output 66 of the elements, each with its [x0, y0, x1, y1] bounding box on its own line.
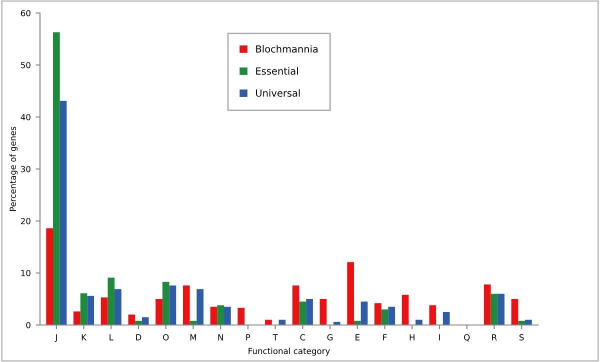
y-tick-label: 60 [20, 10, 30, 16]
bar [80, 293, 88, 325]
y-tick-label: 30 [21, 166, 30, 172]
x-tick-label: M [190, 334, 196, 340]
bar [374, 303, 382, 325]
bar [292, 285, 300, 325]
x-tick-label: F [383, 334, 387, 340]
legend-label: Blochmannia [256, 45, 318, 53]
bar [182, 285, 190, 325]
bar [217, 305, 224, 325]
x-tick-label: J [54, 334, 57, 342]
x-tick-label: S [519, 334, 524, 340]
bar [490, 294, 498, 325]
x-tick-label: R [492, 334, 497, 340]
bar [238, 308, 245, 325]
bar [87, 296, 94, 325]
bar [128, 314, 136, 325]
bar [511, 299, 518, 325]
bar [156, 299, 162, 325]
bar [52, 32, 60, 325]
bar [498, 294, 504, 325]
legend-label: Universal [256, 89, 300, 97]
bar [442, 312, 450, 325]
bar [162, 282, 170, 325]
bar [100, 297, 108, 325]
y-tick-label: 40 [20, 114, 30, 120]
y-tick-label: 20 [20, 218, 30, 224]
x-tick-label: D [136, 334, 142, 340]
bar [429, 305, 436, 325]
bar [114, 289, 122, 325]
bar [306, 299, 313, 325]
bar [402, 294, 409, 325]
bar [320, 299, 327, 325]
x-tick-label: I [439, 334, 440, 340]
y-tick-label: 10 [21, 270, 30, 276]
bar [60, 100, 67, 325]
x-tick-label: H [410, 334, 414, 340]
x-tick-label: P [246, 334, 250, 340]
x-tick-label: G [327, 334, 333, 340]
bar [224, 306, 231, 325]
bar [169, 285, 176, 325]
x-tick-label: E [356, 334, 360, 340]
bar [74, 311, 80, 325]
bar [46, 228, 53, 325]
bar [196, 289, 204, 325]
bar [108, 278, 115, 325]
x-tick-label: L [110, 334, 114, 340]
bar [381, 309, 388, 325]
x-axis-title: Functional category [248, 348, 330, 356]
bar [388, 306, 396, 325]
y-axis-title: Percentage of genes [10, 126, 18, 211]
bar [210, 306, 218, 325]
bar [347, 262, 354, 325]
y-tick-label: 50 [21, 62, 30, 68]
x-tick-label: T [272, 334, 278, 340]
bar [299, 302, 306, 325]
x-tick-label: O [163, 334, 169, 340]
x-tick-label: Q [464, 334, 470, 342]
x-tick-label: K [82, 334, 87, 340]
legend-label: Essential [256, 67, 298, 75]
bar [142, 317, 149, 325]
bar [484, 284, 491, 325]
y-tick-label: 0 [26, 322, 30, 328]
bar [360, 302, 368, 325]
x-tick-label: C [300, 334, 306, 340]
x-tick-label: N [218, 334, 223, 340]
